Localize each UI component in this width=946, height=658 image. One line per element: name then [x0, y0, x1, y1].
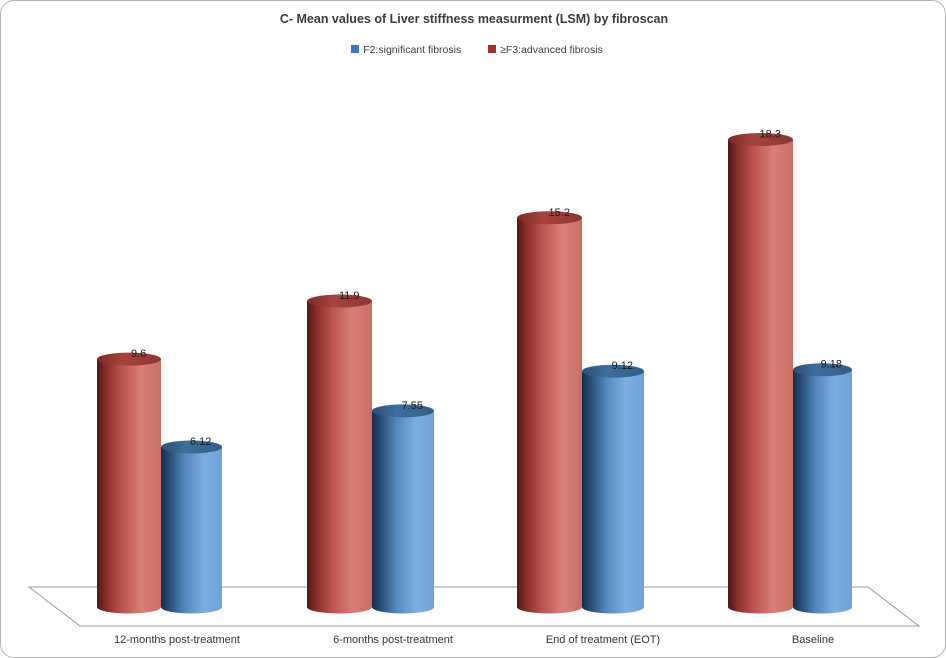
- svg-text:Baseline: Baseline: [792, 634, 834, 646]
- svg-text:15.2: 15.2: [549, 207, 570, 219]
- svg-text:9.6: 9.6: [131, 348, 146, 360]
- svg-text:7.55: 7.55: [402, 400, 423, 412]
- svg-text:End of treatment (EOT): End of treatment (EOT): [546, 634, 660, 646]
- svg-text:12-months post-treatment: 12-months post-treatment: [114, 634, 240, 646]
- svg-text:18.3: 18.3: [760, 129, 781, 141]
- svg-text:6-months post-treatment: 6-months post-treatment: [333, 634, 453, 646]
- svg-text:9.18: 9.18: [821, 359, 842, 371]
- svg-text:11.9: 11.9: [339, 290, 360, 302]
- svg-text:6.12: 6.12: [190, 436, 211, 448]
- svg-text:9.12: 9.12: [612, 360, 633, 372]
